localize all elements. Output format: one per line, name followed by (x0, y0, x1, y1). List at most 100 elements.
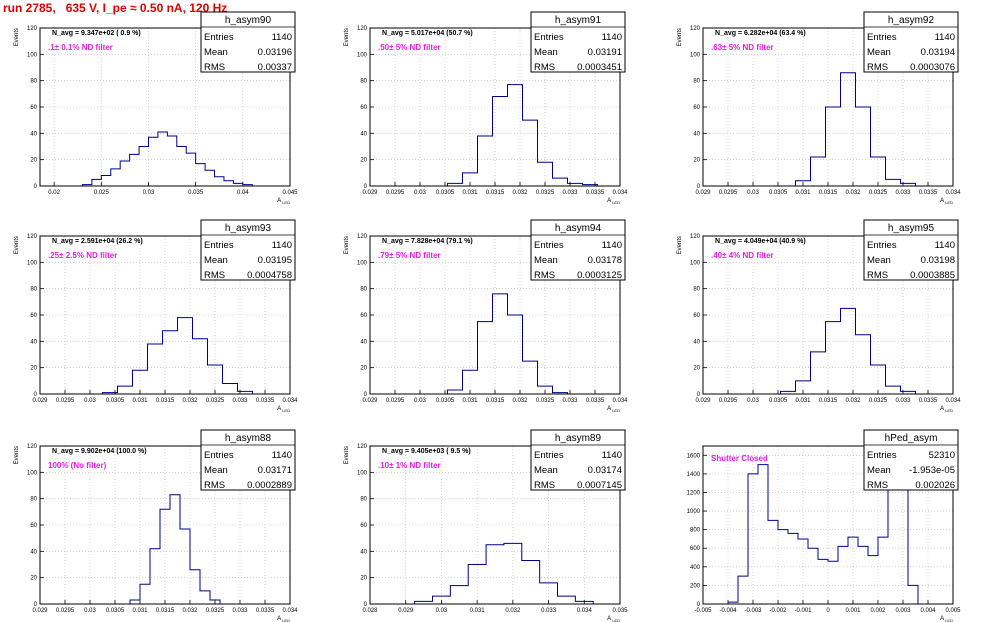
stats-mean-value: 0.03174 (588, 465, 622, 476)
x-tick-label: 0.029 (398, 608, 414, 614)
y-tick-label: 80 (30, 287, 37, 293)
x-tick-label: 0.03 (414, 190, 426, 196)
histogram-bin-4 (486, 545, 504, 604)
histogram-name: h_asym93 (225, 223, 272, 234)
x-tick-label: 0.034 (945, 190, 961, 196)
y-tick-label: 60 (360, 105, 367, 111)
histogram-bin-16 (888, 483, 898, 604)
x-axis-label: A LED (607, 198, 620, 205)
y-tick-label: 40 (30, 549, 37, 555)
histogram-bin-6 (788, 533, 798, 604)
y-tick-label: 0 (364, 602, 368, 608)
histogram-bin-8 (558, 596, 576, 604)
y-tick-label: 80 (693, 287, 700, 293)
y-tick-label: 100 (27, 470, 38, 476)
stats-box: h_asym88 Entries 1140 Mean 0.03171 RMS 0.00028… (200, 429, 296, 491)
histogram-bin-5 (871, 157, 886, 186)
x-tick-label: 0.033 (562, 190, 578, 196)
histogram-panel-h_asym90: 0.02 0.025 0.03 0.035 0.04 0.045 0 20 40 60 80 100 1… (14, 11, 298, 205)
histogram-bin-6 (522, 561, 540, 604)
histogram-bin-1 (738, 576, 748, 604)
stats-mean-label: Mean (204, 47, 228, 58)
histogram-name: h_asym94 (555, 223, 602, 234)
stats-mean-label: Mean (867, 465, 891, 476)
plot-frame (369, 235, 621, 395)
y-tick-label: 20 (30, 158, 37, 164)
x-tick-label: 0.0325 (869, 398, 888, 404)
x-tick-label: 0.034 (945, 398, 961, 404)
histogram-bin-2 (450, 586, 468, 604)
histogram-bin-7 (208, 365, 223, 394)
y-tick-label: 80 (30, 79, 37, 85)
stats-rms-value: 0.0003125 (577, 270, 622, 281)
histogram-bins (415, 543, 594, 604)
histogram-bin-1 (433, 596, 451, 604)
stats-entries-value: 1140 (272, 450, 292, 461)
histogram-bin-15 (878, 537, 888, 604)
stats-mean-value: 0.03178 (588, 255, 622, 266)
histogram-bin-3 (148, 344, 163, 394)
histogram-outline (81, 131, 253, 186)
stats-box: h_asym95 Entries 1140 Mean 0.03198 RMS 0.00038… (863, 219, 959, 281)
histogram-bins (130, 495, 220, 604)
histogram-bin-9 (818, 559, 828, 604)
stats-box: h_asym93 Entries 1140 Mean 0.03195 RMS 0.00047… (200, 219, 296, 281)
x-tick-label: 0.002 (870, 608, 886, 614)
x-tick-label: -0.003 (744, 608, 762, 614)
histogram-name: h_asym88 (225, 433, 272, 444)
histogram-bin-1 (796, 381, 811, 394)
x-tick-label: 0.0325 (536, 398, 555, 404)
histogram-bin-14 (215, 177, 224, 186)
histogram-bin-4 (508, 315, 523, 394)
y-tick-label: 20 (30, 576, 37, 582)
y-axis-label: Events (677, 28, 683, 46)
stats-box: h_asym94 Entries 1140 Mean 0.03178 RMS 0.00031… (530, 219, 626, 281)
y-axis-label: Events (344, 446, 350, 464)
stats-box-frame (863, 219, 959, 281)
x-tick-label: 0.03 (747, 190, 759, 196)
histogram-bin-3 (111, 169, 120, 186)
x-tick-label: 0.033 (562, 398, 578, 404)
x-tick-label: -0.001 (794, 608, 812, 614)
histogram-bin-10 (828, 561, 838, 604)
x-tick-label: 0.001 (845, 608, 861, 614)
filter-note: .10± 1% ND filter (378, 461, 441, 470)
stats-rms-label: RMS (204, 270, 225, 281)
histogram-bin-7 (148, 137, 157, 186)
navg-label: N_avg = 5.017e+04 (50.7 %) (382, 30, 473, 37)
stats-mean-value: 0.03191 (588, 47, 622, 58)
y-tick-label: 60 (30, 523, 37, 529)
stats-box-frame (530, 219, 626, 281)
x-tick-label: 0.031 (462, 190, 478, 196)
y-tick-label: 400 (690, 565, 701, 571)
stats-box-frame (200, 429, 296, 491)
histogram-bin-2 (133, 370, 148, 394)
x-tick-label: 0.034 (612, 398, 628, 404)
x-tick-label: 0.032 (182, 398, 198, 404)
histogram-bin-1 (811, 157, 826, 186)
stats-mean-value: 0.03171 (258, 465, 292, 476)
x-tick-label: 0.029 (695, 398, 711, 404)
histogram-bin-5 (504, 543, 522, 604)
y-tick-label: 20 (360, 576, 367, 582)
y-tick-label: 40 (360, 339, 367, 345)
y-tick-label: 40 (693, 339, 700, 345)
histogram-bin-5 (130, 154, 139, 186)
histogram-name: h_asym92 (888, 15, 935, 26)
histogram-bin-3 (826, 322, 841, 394)
x-tick-label: 0.0335 (256, 608, 275, 614)
y-tick-label: 800 (690, 528, 701, 534)
histogram-panel-h_asym95: 0.029 0.0295 0.03 0.0305 0.031 0.0315 0.032 0.0… (677, 219, 961, 413)
histogram-bin-3 (758, 465, 768, 604)
x-axis-label: A LED (277, 198, 290, 205)
histogram-name: h_asym90 (225, 15, 272, 26)
y-tick-label: 1600 (687, 453, 701, 459)
histogram-bin-5 (523, 120, 538, 186)
navg-label: N_avg = 2.591e+04 (26.2 %) (52, 238, 143, 245)
stats-entries-label: Entries (534, 450, 564, 461)
stats-mean-label: Mean (204, 465, 228, 476)
stats-rms-label: RMS (867, 62, 888, 73)
histogram-bin-4 (120, 161, 129, 186)
x-tick-label: 0.02 (48, 190, 60, 196)
